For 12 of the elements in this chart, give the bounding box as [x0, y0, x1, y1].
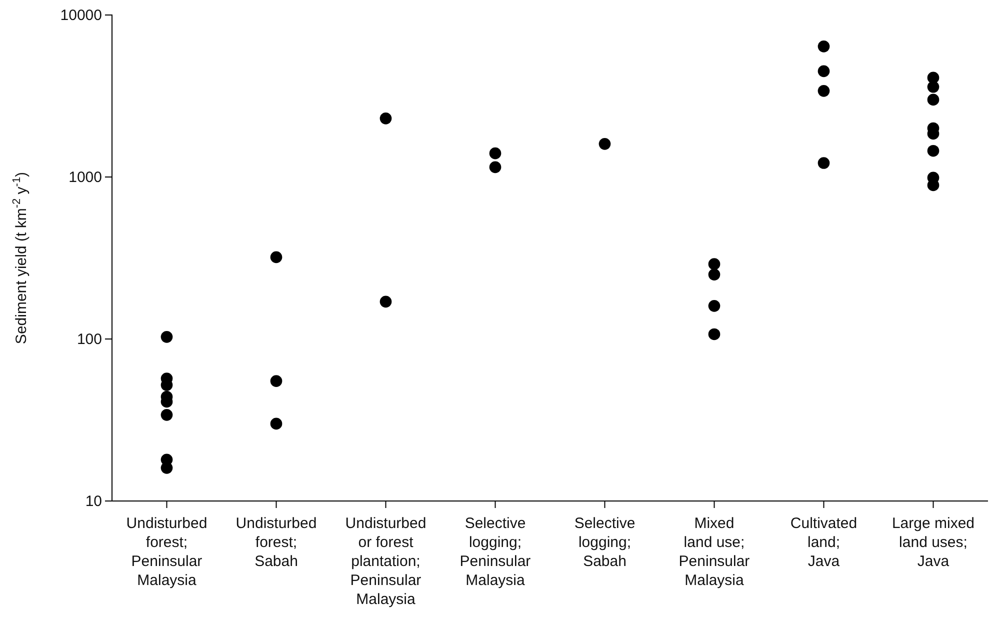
y-tick-label: 10000 — [60, 6, 102, 24]
y-tick-label: 1000 — [68, 168, 102, 186]
x-tick-label: Undisturbed forest; Peninsular Malaysia — [126, 515, 208, 589]
x-tick-label: Large mixed land uses; Java — [892, 515, 975, 570]
x-tick-label: Selective logging; Sabah — [574, 515, 636, 570]
x-tick-label: Mixed land use; Peninsular Malaysia — [678, 515, 750, 589]
x-tick-label: Selective logging; Peninsular Malaysia — [460, 515, 531, 589]
x-tick-label: Cultivated land; Java — [790, 515, 858, 570]
x-tick-label: Undisturbed or forest plantation; Peninsular Malaysia — [345, 515, 426, 608]
y-tick-label: 10 — [85, 492, 102, 510]
y-tick-label: 100 — [76, 330, 102, 348]
x-tick-label: Undisturbed forest; Sabah — [236, 515, 317, 570]
